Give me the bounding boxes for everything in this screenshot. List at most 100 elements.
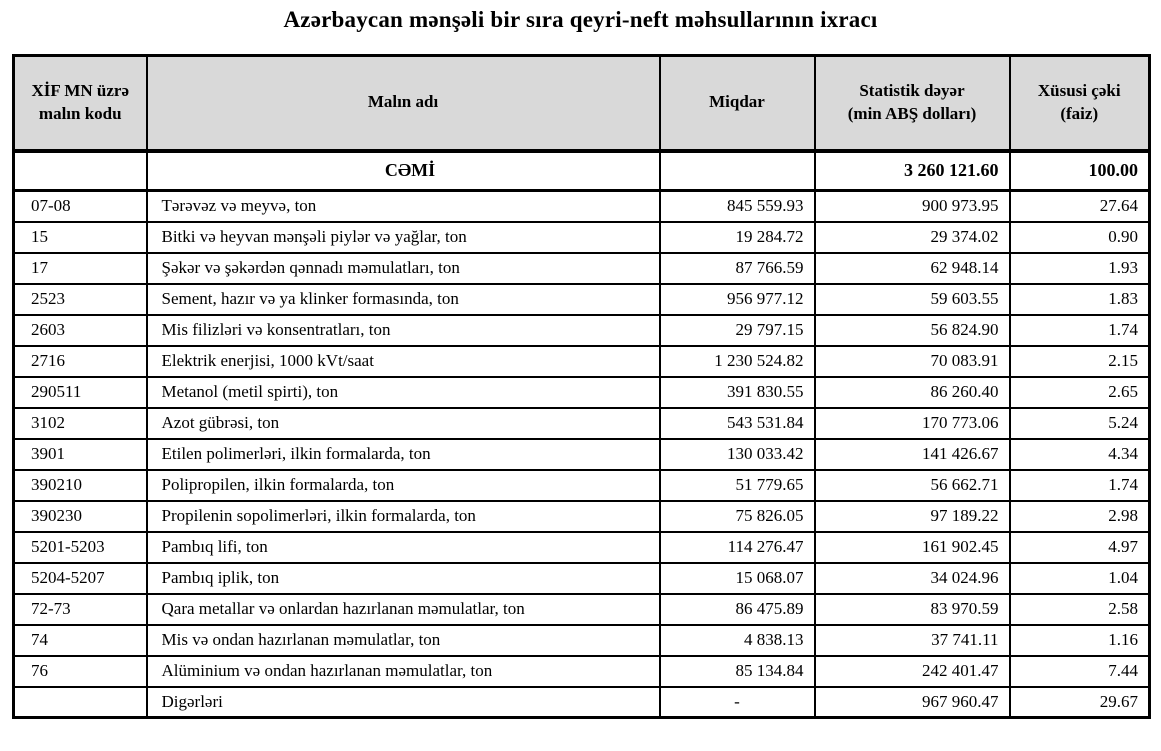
cell-share: 1.83 [1008, 282, 1151, 316]
cell-code: 17 [12, 251, 148, 285]
cell-code: 5201-5203 [12, 530, 148, 564]
cell-code: 5204-5207 [12, 561, 148, 595]
cell-name: Bitki və heyvan mənşəli piylər və yağlar… [145, 220, 661, 254]
cell-code [12, 685, 148, 719]
table-row: 76 Alüminium və ondan hazırlanan məmulatl… [12, 654, 1151, 688]
cell-quantity: 19 284.72 [658, 220, 816, 254]
cell-quantity: 543 531.84 [658, 406, 816, 440]
col-header-share: Xüsusi çəki (faiz) [1008, 54, 1151, 153]
cell-code: 290511 [12, 375, 148, 409]
cell-value: 37 741.11 [813, 623, 1011, 657]
cell-code: 2523 [12, 282, 148, 316]
cell-name: Azot gübrəsi, ton [145, 406, 661, 440]
cell-share: 1.93 [1008, 251, 1151, 285]
cell-name: Mis filizləri və konsentratları, ton [145, 313, 661, 347]
cell-value: 56 824.90 [813, 313, 1011, 347]
cell-quantity: 87 766.59 [658, 251, 816, 285]
col-header-code: XİF MN üzrə malın kodu [12, 54, 148, 153]
cell-quantity: 130 033.42 [658, 437, 816, 471]
cell-code: 3102 [12, 406, 148, 440]
page-title: Azərbaycan mənşəli bir sıra qeyri-neft m… [283, 7, 878, 32]
cell-share: 1.16 [1008, 623, 1151, 657]
cell-value: 70 083.91 [813, 344, 1011, 378]
cell-share: 7.44 [1008, 654, 1151, 688]
cell-quantity: 85 134.84 [658, 654, 816, 688]
table-row: 3901 Etilen polimerləri, ilkin formalarda… [12, 437, 1151, 471]
cell-quantity: 29 797.15 [658, 313, 816, 347]
cell-value: 242 401.47 [813, 654, 1011, 688]
cell-name: Tərəvəz və meyvə, ton [145, 189, 661, 223]
cell-code: 76 [12, 654, 148, 688]
total-section: CƏMİ 3 260 121.60 100.00 [12, 148, 1151, 192]
table-row: 390210 Polipropilen, ilkin formalarda, to… [12, 468, 1151, 502]
cell-share: 2.98 [1008, 499, 1151, 533]
cell-quantity: 86 475.89 [658, 592, 816, 626]
cell-value: 900 973.95 [813, 189, 1011, 223]
cell-quantity: 391 830.55 [658, 375, 816, 409]
cell-code: 15 [12, 220, 148, 254]
table-header: XİF MN üzrə malın kodu Malın adı Miqdar … [12, 54, 1151, 153]
cell-value: 161 902.45 [813, 530, 1011, 564]
data-rows-section: 07-08 Tərəvəz və meyvə, ton 845 559.93 900 … [12, 189, 1151, 719]
table-row: 3102 Azot gübrəsi, ton 543 531.84 170 773.0… [12, 406, 1151, 440]
document-page: Azərbaycan mənşəli bir sıra qeyri-neft m… [0, 7, 1161, 719]
table-row: 5201-5203 Pambıq lifi, ton 114 276.47 161 9… [12, 530, 1151, 564]
cell-share: 2.15 [1008, 344, 1151, 378]
table-row: 2523 Sement, hazır və ya klinker formasın… [12, 282, 1151, 316]
total-value-cell: 3 260 121.60 [813, 148, 1011, 192]
cell-share: 4.97 [1008, 530, 1151, 564]
cell-quantity: 4 838.13 [658, 623, 816, 657]
cell-quantity: 845 559.93 [658, 189, 816, 223]
cell-share: 1.74 [1008, 313, 1151, 347]
cell-share: 5.24 [1008, 406, 1151, 440]
cell-name: Pambıq lifi, ton [145, 530, 661, 564]
cell-value: 34 024.96 [813, 561, 1011, 595]
cell-value: 170 773.06 [813, 406, 1011, 440]
cell-name: Metanol (metil spirti), ton [145, 375, 661, 409]
cell-code: 2603 [12, 313, 148, 347]
cell-name: Pambıq iplik, ton [145, 561, 661, 595]
cell-value: 62 948.14 [813, 251, 1011, 285]
cell-value: 141 426.67 [813, 437, 1011, 471]
cell-quantity: 15 068.07 [658, 561, 816, 595]
cell-share: 1.74 [1008, 468, 1151, 502]
cell-name: Alüminium və ondan hazırlanan məmulatlar… [145, 654, 661, 688]
cell-code: 390230 [12, 499, 148, 533]
total-quantity-cell [658, 148, 816, 192]
table-row: 2603 Mis filizləri və konsentratları, ton… [12, 313, 1151, 347]
cell-name: Mis və ondan hazırlanan məmulatlar, ton [145, 623, 661, 657]
cell-share: 0.90 [1008, 220, 1151, 254]
cell-quantity: 1 230 524.82 [658, 344, 816, 378]
table-row: 15 Bitki və heyvan mənşəli piylər və yağl… [12, 220, 1151, 254]
cell-name: Etilen polimerləri, ilkin formalarda, to… [145, 437, 661, 471]
cell-share: 27.64 [1008, 189, 1151, 223]
cell-name: Sement, hazır və ya klinker formasında, … [145, 282, 661, 316]
cell-name: Digərləri [145, 685, 661, 719]
table-row: 74 Mis və ondan hazırlanan məmulatlar, to… [12, 623, 1151, 657]
cell-value: 83 970.59 [813, 592, 1011, 626]
cell-code: 74 [12, 623, 148, 657]
cell-code: 390210 [12, 468, 148, 502]
cell-value: 967 960.47 [813, 685, 1011, 719]
cell-code: 3901 [12, 437, 148, 471]
cell-name: Şəkər və şəkərdən qənnadı məmulatları, t… [145, 251, 661, 285]
cell-code: 07-08 [12, 189, 148, 223]
table-row: 2716 Elektrik enerjisi, 1000 kVt/saat 1 23… [12, 344, 1151, 378]
cell-name: Polipropilen, ilkin formalarda, ton [145, 468, 661, 502]
cell-code: 72-73 [12, 592, 148, 626]
cell-quantity: 51 779.65 [658, 468, 816, 502]
cell-share: 2.65 [1008, 375, 1151, 409]
total-row: CƏMİ 3 260 121.60 100.00 [12, 148, 1151, 192]
cell-quantity: - [658, 685, 816, 719]
cell-name: Elektrik enerjisi, 1000 kVt/saat [145, 344, 661, 378]
cell-name: Propilenin sopolimerləri, ilkin formalar… [145, 499, 661, 533]
cell-value: 56 662.71 [813, 468, 1011, 502]
cell-value: 29 374.02 [813, 220, 1011, 254]
table-row: Digərləri -967 960.47 29.67 [12, 685, 1151, 719]
table-row: 390230 Propilenin sopolimerləri, ilkin fo… [12, 499, 1151, 533]
cell-share: 29.67 [1008, 685, 1151, 719]
header-row: XİF MN üzrə malın kodu Malın adı Miqdar … [12, 54, 1151, 153]
total-code-cell [12, 148, 148, 192]
cell-name: Qara metallar və onlardan hazırlanan məm… [145, 592, 661, 626]
cell-value: 86 260.40 [813, 375, 1011, 409]
